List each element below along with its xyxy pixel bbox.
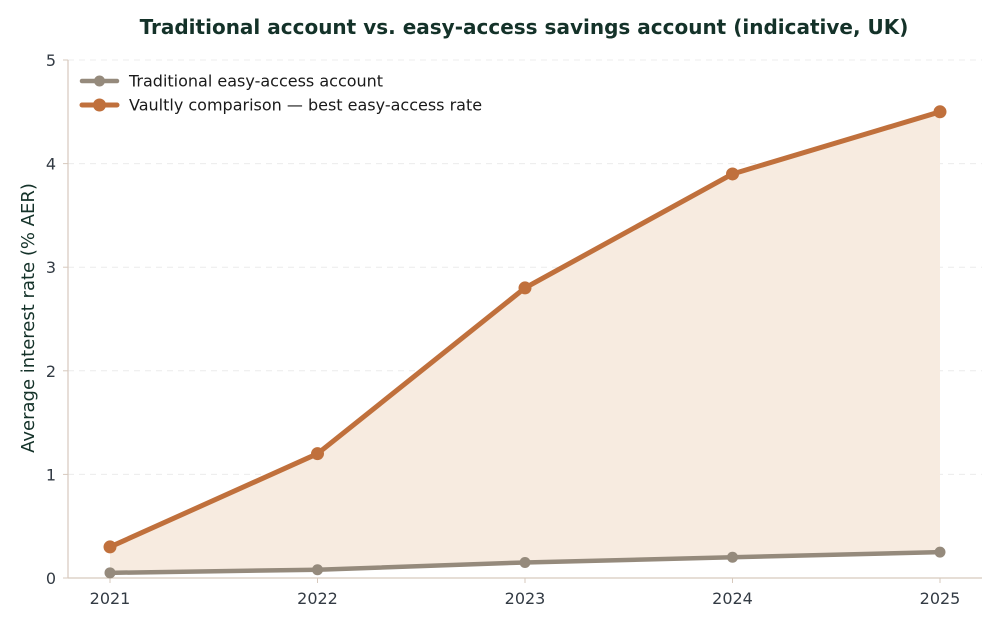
fill-area-layer	[110, 111, 940, 573]
x-tick-label: 2021	[90, 589, 131, 608]
legend-label-2: Vaultly comparison — best easy-access ra…	[129, 96, 482, 115]
y-axis-label: Average interest rate (% AER)	[18, 183, 39, 453]
series-layer	[103, 105, 947, 579]
y-tick-label: 2	[46, 362, 56, 381]
legend-marker-1	[94, 75, 105, 87]
x-tick-label: 2023	[505, 589, 546, 608]
legend-marker-2	[93, 98, 106, 112]
chart-title: Traditional account vs. easy-access savi…	[140, 15, 909, 39]
legend-label-1: Traditional easy-access account	[128, 72, 383, 91]
legend: Traditional easy-access account Vaultly c…	[79, 72, 482, 115]
data-point	[518, 281, 532, 295]
data-point	[312, 564, 323, 576]
data-point	[104, 567, 116, 579]
x-tick-label: 2022	[297, 589, 338, 608]
data-point	[103, 540, 117, 554]
x-tick-label: 2024	[712, 589, 753, 608]
y-tick-label: 5	[46, 51, 56, 70]
y-tick-label: 4	[46, 155, 56, 174]
data-point	[934, 546, 946, 558]
axes: 0 1 2 3 4 5 2021 2022 2023 2024 2025	[46, 51, 982, 608]
fill-between-area	[110, 111, 940, 573]
data-point	[311, 447, 324, 461]
data-point	[727, 551, 738, 563]
x-tick-label: 2025	[920, 589, 961, 608]
y-tick-label: 1	[46, 465, 56, 484]
data-point	[933, 105, 947, 119]
y-tick-label: 3	[46, 258, 56, 277]
data-point	[519, 556, 531, 568]
data-point	[726, 167, 739, 181]
y-tick-label: 0	[46, 569, 56, 588]
